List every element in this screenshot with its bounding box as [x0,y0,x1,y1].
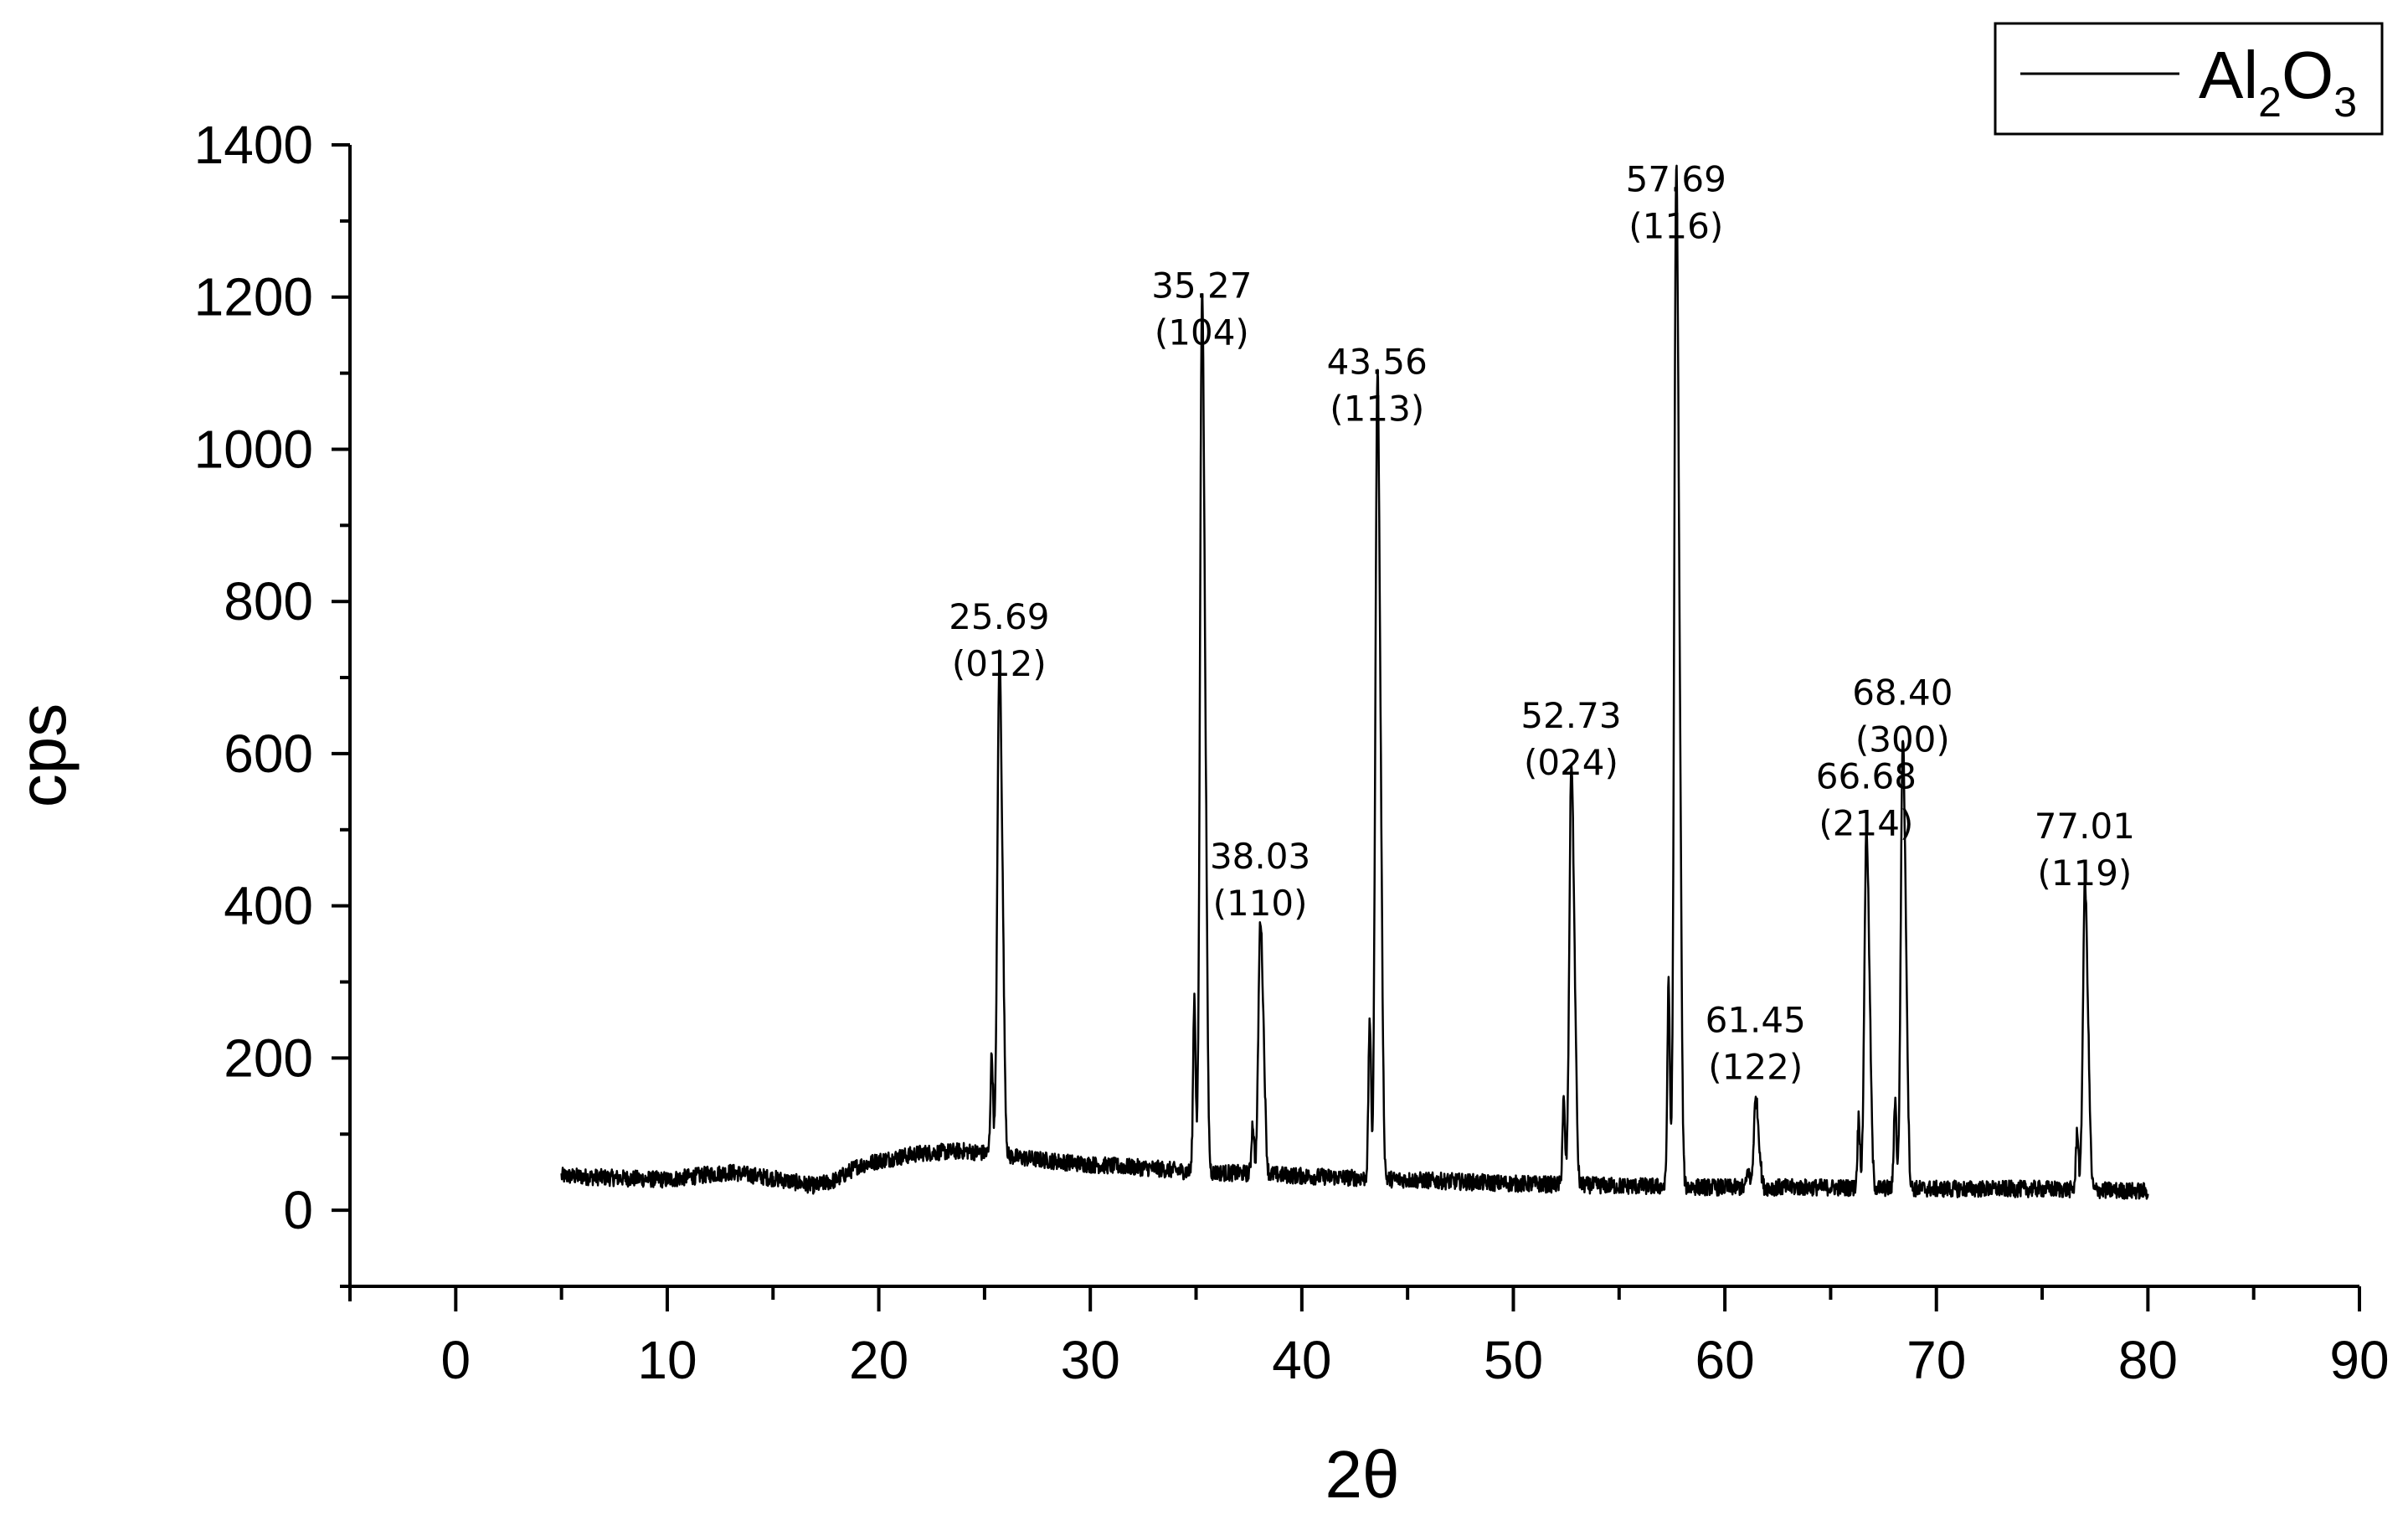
peak-position-label: 68.40 [1852,672,1953,714]
y-tick-label: 400 [224,876,313,936]
x-axis-title: 2θ [1325,1437,1400,1512]
x-tick-label: 10 [637,1330,697,1390]
peak-position-label: 38.03 [1210,836,1310,877]
y-tick-label: 200 [224,1028,313,1088]
peak-position-label: 66.68 [1816,756,1917,797]
y-tick-label: 800 [224,571,313,631]
peak-position-label: 35.27 [1151,265,1252,307]
peak-position-label: 43.56 [1327,341,1428,382]
legend: Al2O3 [1994,22,2384,136]
peak-hkl-label: (116) [1628,205,1723,246]
x-tick-label: 50 [1484,1330,1543,1390]
peak-hkl-label: (300) [1855,719,1950,760]
x-tick-label: 60 [1695,1330,1755,1390]
x-tick-label: 30 [1061,1330,1120,1390]
peak-position-label: 52.73 [1520,695,1621,736]
peak-hkl-label: (214) [1819,803,1913,844]
legend-text-part: Al [2199,38,2258,112]
peak-hkl-label: (119) [2037,853,2132,894]
peak-position-label: 25.69 [949,596,1049,637]
legend-subscript: 3 [2333,79,2357,126]
plot-area [560,164,2149,1200]
x-tick-label: 0 [441,1330,471,1390]
x-tick-label: 20 [849,1330,908,1390]
peak-hkl-label: (012) [952,643,1047,684]
x-tick-label: 90 [2329,1330,2389,1390]
y-tick-label: 1000 [194,419,313,479]
y-tick-label: 0 [283,1180,313,1240]
peak-hkl-label: (113) [1330,388,1424,429]
peak-position-label: 77.01 [2035,806,2135,847]
peak-hkl-label: (104) [1155,312,1249,353]
series-line-al2o3 [560,164,2149,1200]
legend-entry: Al2O3 [2199,38,2357,126]
y-tick-label: 1400 [194,115,313,175]
peak-labels: 25.69 (012) 35.27 (104) 38.03 (110) 43.56 (113)… [949,158,2135,1087]
x-tick-label: 40 [1272,1330,1331,1390]
peak-position-label: 57.69 [1626,158,1726,199]
y-axis-title: cps [5,703,80,808]
legend-box [1994,22,2384,136]
legend-subscript: 2 [2258,79,2282,126]
peak-hkl-label: (110) [1213,883,1308,924]
legend-text-part: O [2282,38,2333,112]
y-tick-label: 600 [224,724,313,784]
x-tick-label: 70 [1906,1330,1966,1390]
axes: 0 200 400 600 800 1000 1200 1400 0 10 20 30 40 50 60 70… [194,115,2390,1390]
y-tick-label: 1200 [194,267,313,327]
x-tick-label: 80 [2118,1330,2178,1390]
peak-position-label: 61.45 [1706,999,1806,1040]
peak-hkl-label: (122) [1708,1046,1803,1087]
peak-hkl-label: (024) [1524,742,1618,783]
